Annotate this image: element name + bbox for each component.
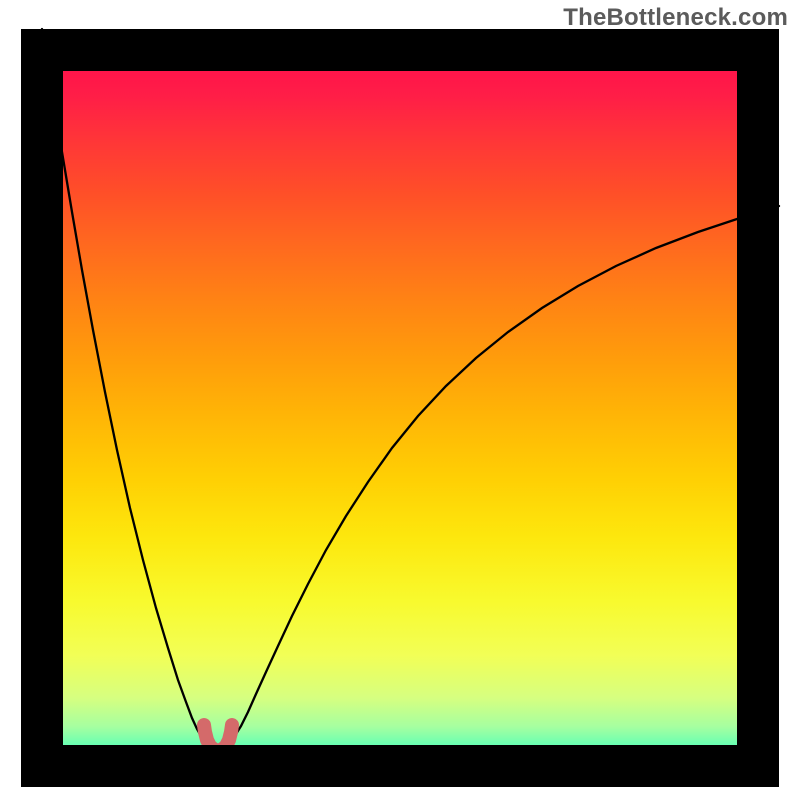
attribution-label: TheBottleneck.com — [563, 4, 788, 32]
bottleneck-chart — [0, 0, 800, 800]
gradient-background — [42, 50, 758, 766]
